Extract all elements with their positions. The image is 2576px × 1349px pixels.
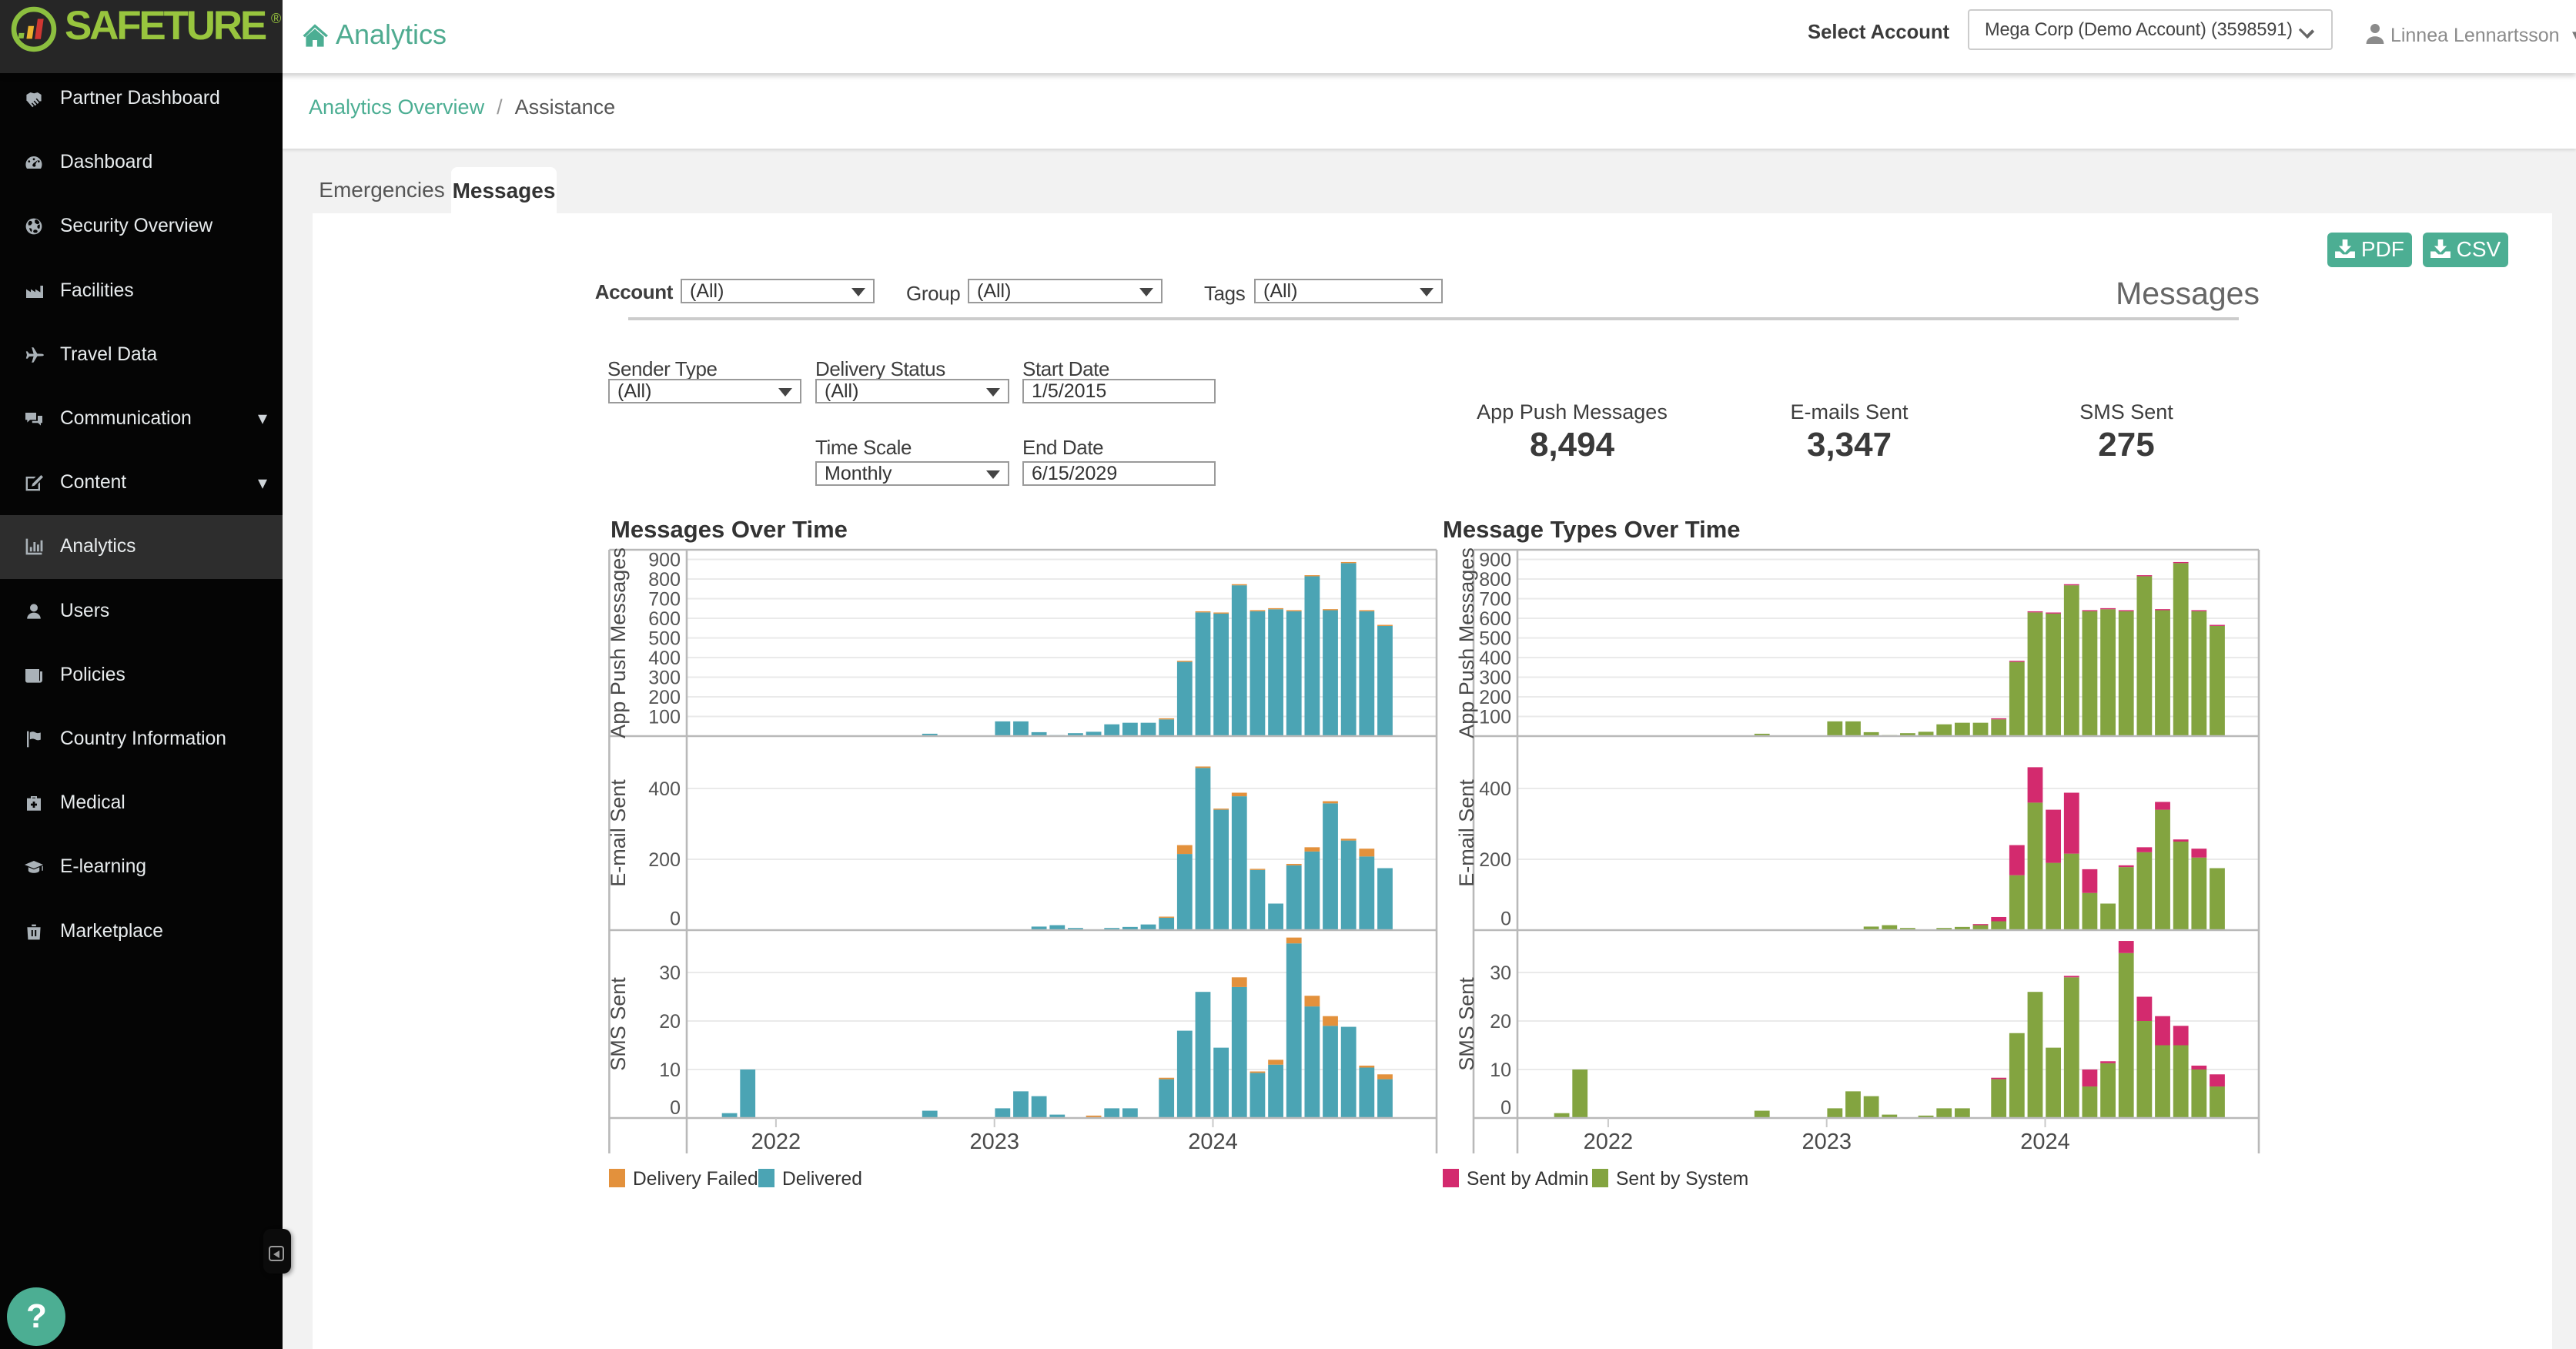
svg-text:900: 900 [648,550,681,571]
svg-text:500: 500 [648,628,681,650]
svg-text:400: 400 [648,778,681,800]
svg-text:700: 700 [648,588,681,610]
svg-text:App Push Messages: App Push Messages [1455,548,1478,738]
svg-text:20: 20 [659,1011,681,1033]
svg-text:10: 10 [659,1059,681,1081]
svg-text:Delivery Failed: Delivery Failed [633,1169,758,1190]
svg-text:10: 10 [1490,1059,1511,1081]
svg-text:100: 100 [1479,707,1511,728]
svg-text:Sent by System: Sent by System [1616,1169,1748,1190]
svg-text:200: 200 [1479,849,1511,871]
svg-text:400: 400 [648,648,681,669]
svg-text:SMS Sent: SMS Sent [608,977,630,1071]
svg-text:200: 200 [1479,687,1511,708]
svg-text:100: 100 [648,707,681,728]
svg-text:2023: 2023 [969,1130,1019,1154]
svg-text:800: 800 [648,569,681,591]
svg-text:400: 400 [1479,778,1511,800]
svg-text:2023: 2023 [1802,1130,1852,1154]
svg-text:0: 0 [1500,1097,1511,1119]
svg-text:900: 900 [1479,550,1511,571]
svg-text:600: 600 [1479,608,1511,630]
svg-text:300: 300 [648,667,681,688]
svg-text:300: 300 [1479,667,1511,688]
svg-text:0: 0 [670,909,681,930]
svg-text:App Push Messages: App Push Messages [608,548,630,738]
svg-text:E-mail Sent: E-mail Sent [1455,779,1478,887]
svg-text:20: 20 [1490,1011,1511,1033]
svg-text:800: 800 [1479,569,1511,591]
svg-text:Delivered: Delivered [782,1169,862,1190]
svg-text:2024: 2024 [2020,1130,2070,1154]
svg-text:600: 600 [648,608,681,630]
svg-text:0: 0 [1500,909,1511,930]
svg-text:Sent by Admin: Sent by Admin [1467,1169,1589,1190]
svg-text:700: 700 [1479,588,1511,610]
svg-text:2022: 2022 [1584,1130,1634,1154]
svg-text:30: 30 [659,962,681,984]
svg-text:500: 500 [1479,628,1511,650]
svg-text:E-mail Sent: E-mail Sent [608,779,630,887]
svg-text:200: 200 [648,849,681,871]
svg-text:30: 30 [1490,962,1511,984]
svg-text:2024: 2024 [1188,1130,1238,1154]
svg-text:SMS Sent: SMS Sent [1455,977,1478,1071]
svg-text:200: 200 [648,687,681,708]
svg-text:0: 0 [670,1097,681,1119]
svg-text:400: 400 [1479,648,1511,669]
svg-text:2022: 2022 [751,1130,801,1154]
